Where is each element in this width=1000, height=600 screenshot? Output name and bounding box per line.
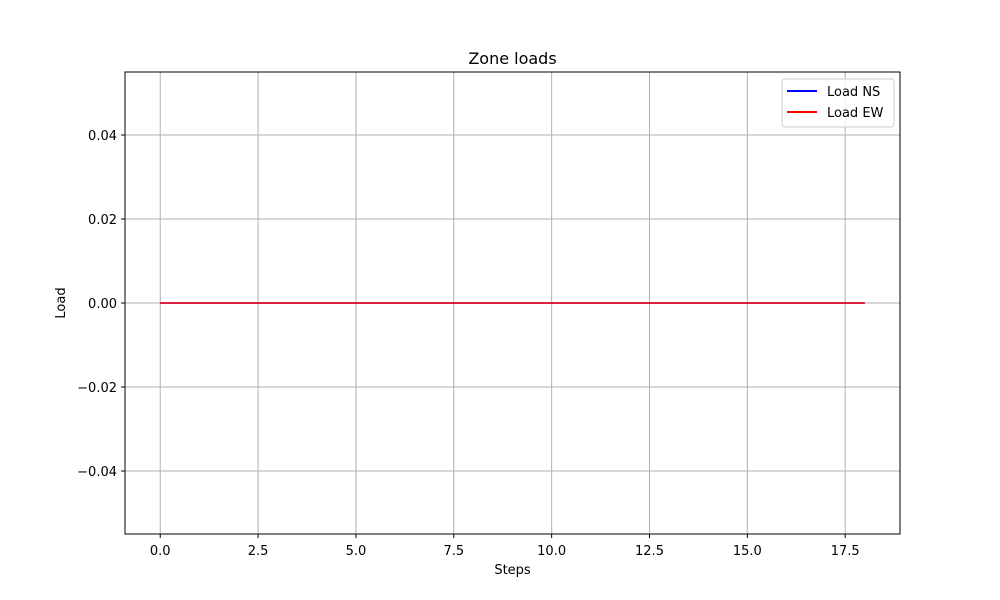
legend-label-1: Load NS bbox=[827, 85, 880, 100]
x-tick-label: 7.5 bbox=[443, 544, 464, 559]
y-tick-label: −0.02 bbox=[77, 381, 117, 396]
y-axis-label: Load bbox=[54, 287, 69, 318]
x-axis-label: Steps bbox=[494, 563, 531, 578]
y-axis: −0.04 −0.02 0.00 0.02 0.04 bbox=[77, 129, 125, 480]
legend-label-2: Load EW bbox=[827, 106, 884, 121]
x-tick-label: 12.5 bbox=[635, 544, 664, 559]
y-tick-label: −0.04 bbox=[77, 465, 117, 480]
chart-title: Zone loads bbox=[468, 49, 556, 68]
x-tick-label: 2.5 bbox=[248, 544, 269, 559]
y-tick-label: 0.02 bbox=[88, 213, 117, 228]
y-tick-label: 0.00 bbox=[88, 297, 117, 312]
legend: Load NS Load EW bbox=[781, 78, 895, 128]
x-tick-label: 10.0 bbox=[537, 544, 566, 559]
x-tick-label: 15.0 bbox=[733, 544, 762, 559]
x-axis: 0.0 2.5 5.0 7.5 10.0 12.5 15.0 17.5 bbox=[150, 534, 860, 559]
x-tick-label: 17.5 bbox=[831, 544, 860, 559]
x-tick-label: 5.0 bbox=[346, 544, 367, 559]
x-tick-label: 0.0 bbox=[150, 544, 171, 559]
y-tick-label: 0.04 bbox=[88, 129, 117, 144]
